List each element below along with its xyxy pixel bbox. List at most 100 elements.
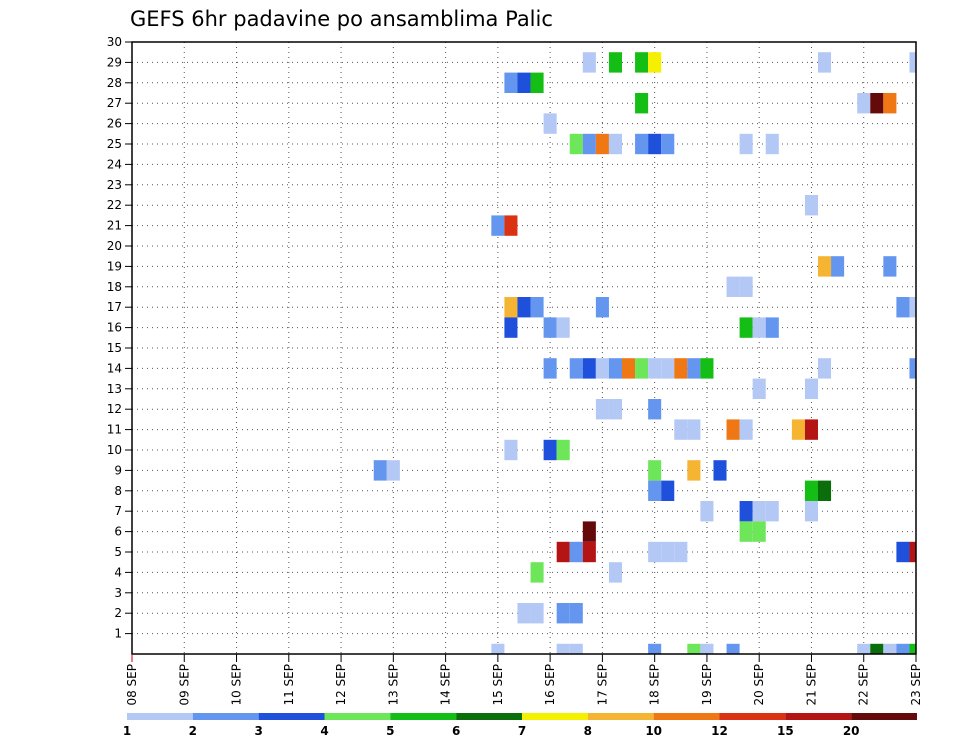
colorbar-segment — [324, 713, 391, 720]
heatmap-cell — [661, 133, 675, 155]
heatmap-cell — [504, 297, 518, 318]
heatmap-cell — [543, 317, 557, 338]
y-tick-label: 6 — [114, 525, 122, 539]
y-tick-label: 18 — [107, 280, 122, 294]
heatmap-cell — [491, 215, 505, 236]
heatmap-cell — [674, 419, 688, 440]
colorbar-segment — [258, 713, 325, 720]
heatmap-cell — [648, 52, 662, 73]
colorbar-segment — [719, 713, 786, 720]
heatmap-cell — [752, 501, 766, 522]
heatmap-cell — [569, 133, 583, 155]
heatmap-cell — [726, 419, 740, 440]
colorbar-label: 1 — [123, 724, 131, 738]
y-tick-label: 25 — [107, 137, 122, 151]
heatmap-cell — [739, 521, 753, 542]
colorbar-segment — [192, 713, 259, 720]
heatmap-cell — [661, 541, 675, 563]
y-tick-label: 1 — [114, 627, 122, 641]
heatmap-cell — [530, 562, 544, 583]
y-tick-label: 28 — [107, 76, 122, 90]
y-tick-label: 16 — [107, 321, 122, 335]
heatmap-cell — [687, 358, 701, 379]
heatmap-cell — [635, 93, 649, 114]
y-tick-label: 23 — [107, 178, 122, 192]
x-tick-label: 18 SEP — [648, 664, 662, 706]
heatmap-cell — [687, 460, 701, 481]
heatmap-cell — [661, 480, 675, 501]
heatmap-cell — [739, 276, 753, 297]
heatmap-cell — [608, 562, 622, 583]
x-tick-label: 10 SEP — [230, 664, 244, 706]
heatmap-cell — [700, 643, 714, 654]
heatmap-cell — [752, 378, 766, 399]
heatmap-cell — [491, 643, 505, 654]
y-tick-label: 13 — [107, 382, 122, 396]
heatmap-cell — [896, 643, 910, 654]
x-tick-label: 08 SEP — [125, 664, 139, 706]
heatmap-cell — [556, 541, 570, 563]
heatmap-cell — [648, 399, 662, 420]
heatmap-cell — [569, 541, 583, 563]
heatmap-cell — [909, 643, 916, 654]
heatmap-cell — [804, 501, 818, 522]
y-tick-label: 30 — [107, 35, 122, 49]
heatmap-cell — [896, 297, 910, 318]
heatmap-cell — [373, 460, 387, 481]
colorbar-label: 4 — [320, 724, 328, 738]
heatmap-cell — [543, 439, 557, 461]
heatmap-cell — [909, 358, 916, 379]
heatmap-cell — [582, 541, 596, 563]
colorbar-label: 2 — [189, 724, 197, 738]
x-tick-label: 11 SEP — [282, 664, 296, 706]
heatmap-cell — [556, 317, 570, 338]
heatmap-cell — [556, 439, 570, 461]
heatmap-cell — [700, 501, 714, 522]
heatmap-cell — [648, 643, 662, 654]
heatmap-cell — [504, 317, 518, 338]
x-tick-label: 14 SEP — [439, 664, 453, 706]
heatmap-cell — [739, 133, 753, 155]
x-tick-label: 23 SEP — [909, 664, 923, 706]
heatmap-cell — [517, 72, 531, 93]
y-tick-label: 8 — [114, 484, 122, 498]
heatmap-cell — [504, 439, 518, 461]
colorbar-label: 3 — [254, 724, 262, 738]
heatmap-cell — [386, 460, 400, 481]
heatmap-cell — [608, 358, 622, 379]
y-tick-label: 21 — [107, 219, 122, 233]
colorbar-segment — [522, 713, 588, 720]
heatmap-cell — [635, 133, 649, 155]
y-tick-label: 22 — [107, 198, 122, 212]
heatmap-cell — [909, 297, 916, 318]
y-tick-label: 12 — [107, 402, 122, 416]
heatmap-cell — [530, 603, 544, 624]
heatmap-cell — [517, 603, 531, 624]
heatmap-cell — [648, 541, 662, 563]
chart-title: GEFS 6hr padavine po ansamblima Palic — [130, 7, 553, 31]
heatmap-cell — [569, 603, 583, 624]
x-tick-label: 21 SEP — [804, 664, 818, 706]
heatmap-cell — [543, 113, 557, 134]
heatmap-cell — [608, 399, 622, 420]
colorbar-segment — [785, 713, 852, 720]
heatmap-cell — [818, 480, 832, 501]
y-tick-label: 11 — [107, 423, 122, 437]
heatmap-cell — [804, 195, 818, 216]
x-tick-label: 13 SEP — [386, 664, 400, 706]
heatmap-cell — [870, 93, 884, 114]
colorbar-segment — [127, 713, 193, 720]
colorbar-label: 20 — [843, 724, 860, 738]
colorbar: 1 2 3 4 5 6 7 8 10 12 15 20 — [123, 713, 917, 738]
heatmap-cell — [582, 358, 596, 379]
heatmap-cell — [726, 643, 740, 654]
heatmap-cell — [543, 358, 557, 379]
heatmap-cell — [791, 419, 805, 440]
heatmap-cell — [582, 52, 596, 73]
x-tick-label: 22 SEP — [857, 664, 871, 706]
heatmap-cell — [517, 297, 531, 318]
y-tick-label: 4 — [114, 565, 122, 579]
heatmap-cell — [595, 399, 609, 420]
heatmap-cell — [831, 256, 845, 277]
